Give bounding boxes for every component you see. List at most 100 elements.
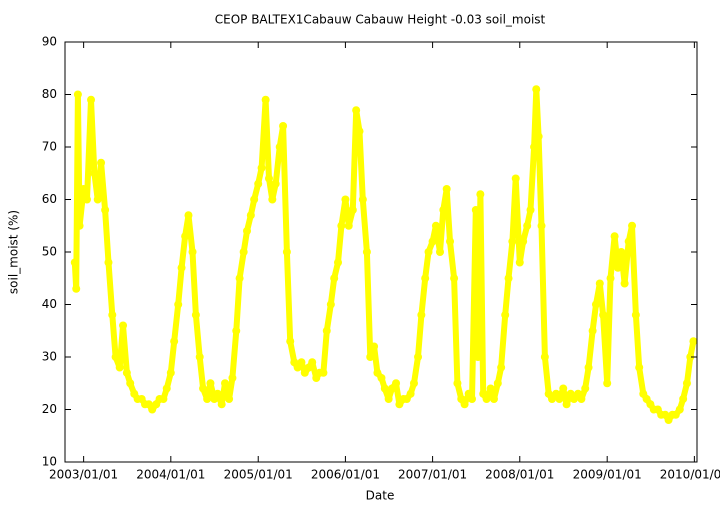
data-point [70, 258, 79, 267]
data-point [588, 326, 597, 335]
data-point [286, 337, 295, 346]
data-point [428, 237, 437, 246]
data-point [279, 122, 288, 130]
data-point [377, 374, 386, 382]
data-point [159, 395, 168, 403]
data-point [624, 237, 633, 246]
data-point [126, 379, 135, 388]
data-point [337, 221, 346, 230]
data-point [261, 95, 270, 104]
data-point [534, 132, 543, 141]
data-point [271, 179, 280, 188]
data-point [206, 379, 215, 388]
data-point [584, 363, 593, 372]
data-point [119, 321, 128, 330]
data-point [380, 384, 389, 393]
data-point [268, 195, 277, 204]
data-point [217, 400, 226, 409]
data-point [221, 379, 230, 388]
data-point [166, 368, 175, 377]
data-point [417, 311, 426, 319]
data-point [199, 384, 208, 393]
data-point [599, 311, 608, 319]
data-point [504, 274, 513, 283]
data-point [232, 326, 241, 335]
data-point [431, 221, 440, 230]
data-point [530, 143, 539, 151]
data-point [203, 395, 212, 403]
data-point [476, 190, 485, 199]
data-point [493, 379, 502, 388]
data-point [366, 353, 375, 361]
data-point [341, 195, 350, 204]
data-point [471, 206, 480, 214]
x-tick-label: 2008/01/01 [485, 468, 554, 482]
data-point [225, 395, 234, 403]
data-point [497, 363, 506, 372]
x-tick-label: 2003/01/01 [49, 468, 118, 482]
data-point [473, 353, 482, 361]
data-point [275, 143, 284, 151]
data-point [689, 337, 698, 346]
data-point [424, 248, 433, 256]
data-point [384, 395, 393, 403]
data-point [591, 300, 600, 309]
data-point [334, 258, 343, 267]
data-point [620, 279, 629, 288]
data-point [606, 274, 615, 283]
data-point [362, 248, 371, 256]
data-point [111, 353, 120, 361]
data-point [246, 211, 255, 220]
y-tick-label: 20 [42, 402, 57, 416]
data-point [235, 274, 244, 283]
data-point [537, 221, 546, 230]
data-point [358, 195, 367, 204]
data-point [191, 311, 200, 319]
data-point [264, 174, 273, 183]
y-tick-label: 40 [42, 297, 57, 311]
data-point [104, 258, 113, 267]
data-point [355, 127, 364, 136]
y-tick-label: 80 [42, 87, 57, 101]
data-point [257, 164, 266, 172]
data-point [595, 279, 604, 288]
data-point [392, 379, 401, 388]
data-point [282, 248, 291, 256]
data-point [435, 248, 444, 256]
data-point [73, 90, 82, 99]
data-point [162, 384, 171, 393]
data-point [675, 405, 684, 414]
x-tick-label: 2010/01/01 [660, 468, 720, 482]
x-tick-label: 2009/01/01 [573, 468, 642, 482]
y-axis-label: soil_moist (%) [7, 210, 21, 294]
x-axis-label: Date [366, 489, 395, 503]
data-point [562, 400, 571, 409]
data-point [370, 342, 379, 351]
data-point [82, 195, 91, 204]
data-point [181, 232, 190, 241]
x-tick-label: 2007/01/01 [398, 468, 467, 482]
data-point [326, 300, 335, 309]
data-point [75, 221, 84, 230]
data-point [250, 195, 259, 204]
data-point [97, 158, 106, 167]
data-point [515, 258, 524, 267]
chart-title: CEOP BALTEX1Cabauw Cabauw Height -0.03 s… [215, 13, 546, 27]
data-point [511, 174, 520, 183]
data-point [228, 374, 237, 382]
data-point [532, 85, 541, 94]
data-point [322, 326, 331, 335]
data-point [679, 395, 688, 403]
data-point [523, 221, 532, 230]
data-point [122, 368, 131, 377]
data-point [330, 274, 339, 283]
data-point [482, 395, 491, 403]
data-point [177, 263, 186, 272]
x-tick-label: 2006/01/01 [311, 468, 380, 482]
data-point [540, 353, 549, 361]
y-tick-label: 50 [42, 245, 57, 259]
data-point [87, 95, 96, 104]
data-point [555, 395, 564, 403]
data-point [628, 221, 637, 230]
